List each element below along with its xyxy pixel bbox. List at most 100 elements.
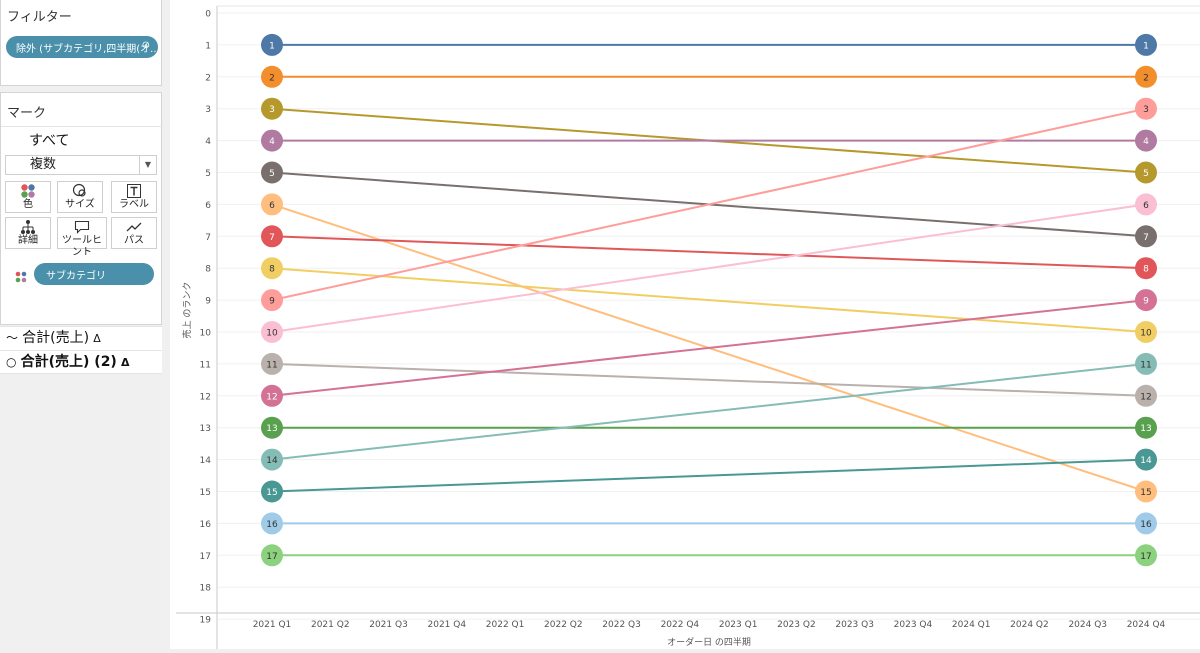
rank-point[interactable] [1135, 161, 1157, 184]
color-button-label: 色 [23, 199, 33, 210]
delta-icon: Δ [120, 356, 130, 369]
rank-point[interactable] [1135, 384, 1157, 407]
rank-point[interactable] [1135, 33, 1157, 56]
rank-point[interactable] [1135, 257, 1157, 280]
rank-point[interactable] [261, 352, 283, 375]
marks-title: マーク [7, 106, 47, 121]
x-tick-label: 2021 Q1 [253, 620, 292, 630]
y-tick-label: 7 [205, 233, 211, 243]
series-line[interactable] [271, 299, 1147, 397]
size-button-label: サイズ [65, 199, 95, 210]
rank-point-label: 10 [266, 329, 278, 339]
rank-point[interactable] [261, 384, 283, 407]
rank-point[interactable] [261, 321, 283, 343]
chevron-down-icon: ▼ [139, 156, 156, 174]
rank-point[interactable] [1135, 544, 1157, 567]
mark-type-dropdown[interactable]: 複数 ▼ [5, 155, 157, 175]
rank-point[interactable] [261, 161, 283, 184]
label-button[interactable]: ラベル [111, 181, 157, 213]
x-tick-label: 2021 Q4 [428, 620, 467, 630]
rank-point-label: 3 [269, 105, 275, 115]
rank-point-label: 12 [1140, 392, 1151, 402]
rank-point-label: 4 [1143, 137, 1149, 147]
x-tick-label: 2023 Q1 [719, 620, 758, 630]
rank-point[interactable] [261, 257, 283, 280]
y-tick-label: 10 [200, 329, 212, 339]
measure-label: 合計(売上) [22, 330, 90, 346]
rank-point[interactable] [1135, 225, 1157, 248]
path-button-label: パス [124, 235, 144, 246]
tooltip-button[interactable]: ツールヒント [57, 217, 107, 258]
rank-point[interactable] [261, 448, 283, 471]
rank-point[interactable] [261, 512, 283, 535]
rank-point[interactable] [1135, 129, 1157, 152]
y-tick-label: 16 [200, 520, 212, 530]
size-button[interactable]: サイズ [57, 181, 103, 213]
rank-point[interactable] [1135, 416, 1157, 439]
marks-all-label: すべて [29, 133, 70, 149]
measure-row-circle[interactable]: ○ 合計(売上) (2) Δ [0, 350, 162, 374]
rank-point[interactable] [1135, 321, 1157, 343]
rank-point-label: 14 [1140, 456, 1152, 466]
rank-point-label: 17 [1140, 552, 1151, 562]
marks-card: マーク すべて 複数 ▼ 色 サイズ ラベル [0, 92, 163, 325]
rank-point-label: 9 [1143, 297, 1149, 307]
rank-point[interactable] [261, 544, 283, 567]
rank-point[interactable] [261, 416, 283, 439]
rank-point-label: 15 [266, 488, 277, 498]
rank-point[interactable] [261, 289, 283, 312]
color-field-label: サブカテゴリ [46, 270, 106, 282]
filters-card: フィルター 除外 (サブカテゴリ,四半期(オ... ⊘ [0, 0, 162, 86]
rank-point[interactable] [1135, 480, 1157, 503]
series-line[interactable] [271, 362, 1147, 397]
rank-point-label: 12 [266, 392, 277, 402]
rank-point[interactable] [261, 33, 283, 56]
rank-point[interactable] [261, 480, 283, 503]
rank-point[interactable] [261, 129, 283, 152]
line-mark-icon: 〜 [6, 331, 19, 345]
size-circles-icon [58, 183, 102, 199]
rank-point[interactable] [1135, 193, 1157, 216]
series-line[interactable] [271, 362, 1147, 461]
rank-point[interactable] [261, 65, 283, 88]
detail-tree-icon [6, 219, 50, 235]
x-tick-label: 2023 Q3 [835, 620, 874, 630]
rank-point-label: 2 [1143, 73, 1149, 83]
rank-point[interactable] [261, 97, 283, 120]
x-tick-label: 2023 Q2 [777, 620, 816, 630]
detail-button[interactable]: 詳細 [5, 217, 51, 249]
link-icon: ⊘ [141, 40, 150, 51]
color-field-pill[interactable]: サブカテゴリ [34, 263, 154, 285]
rank-point[interactable] [261, 225, 283, 248]
series-line[interactable] [271, 235, 1147, 270]
color-button[interactable]: 色 [5, 181, 51, 213]
rank-point-label: 11 [1140, 360, 1151, 370]
rank-point[interactable] [1135, 352, 1157, 375]
rank-point-label: 14 [266, 456, 278, 466]
path-button[interactable]: パス [111, 217, 157, 249]
rank-point[interactable] [1135, 97, 1157, 120]
rank-point[interactable] [1135, 512, 1157, 535]
y-tick-label: 17 [200, 552, 211, 562]
series-line[interactable] [271, 458, 1147, 493]
rank-point[interactable] [1135, 65, 1157, 88]
series-line[interactable] [271, 107, 1147, 302]
rank-point-label: 4 [269, 137, 275, 147]
rank-point-label: 11 [266, 360, 277, 370]
rank-point[interactable] [1135, 448, 1157, 471]
measure-row-line[interactable]: 〜 合計(売上) Δ [0, 326, 162, 350]
series-line[interactable] [271, 203, 1147, 333]
rank-point-label: 5 [1143, 169, 1149, 179]
rank-point[interactable] [261, 193, 283, 216]
series-line[interactable] [271, 267, 1147, 333]
tooltip-button-label: ツールヒント [62, 235, 102, 258]
y-tick-label: 15 [200, 488, 211, 498]
circle-mark-icon: ○ [6, 355, 17, 369]
marks-all-row[interactable]: すべて [1, 126, 163, 150]
rank-point[interactable] [1135, 289, 1157, 312]
rank-point-label: 6 [1143, 201, 1149, 211]
filter-pill[interactable]: 除外 (サブカテゴリ,四半期(オ... ⊘ [6, 36, 158, 58]
y-tick-label: 9 [205, 297, 211, 307]
x-tick-label: 2024 Q2 [1010, 620, 1049, 630]
